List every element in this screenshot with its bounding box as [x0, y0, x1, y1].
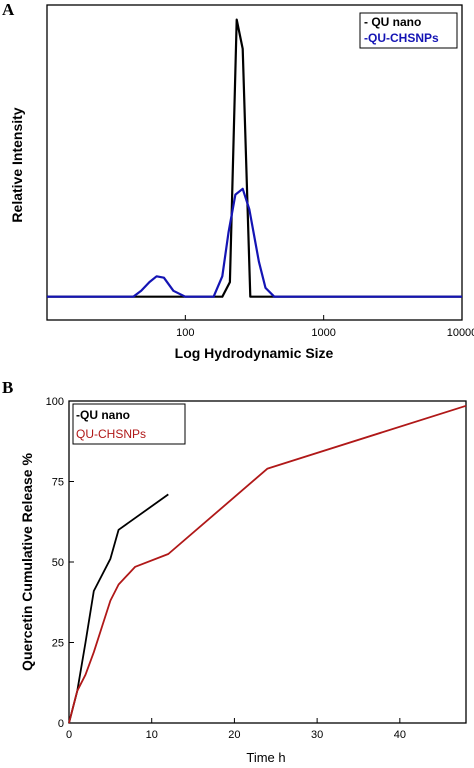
- panel-a-series: [47, 18, 462, 298]
- panel-b-x-tick-label: 40: [394, 729, 406, 741]
- panel-b-letter: B: [2, 378, 13, 397]
- panel-b-legend: -QU nano QU-CHSNPs: [72, 403, 186, 445]
- panel-a: A 100 1000 10000 - QU nano -QU-CHSNPs Rela…: [2, 0, 474, 361]
- panel-a-legend-box: [359, 12, 458, 49]
- panel-a-x-ticks: 100 1000 10000: [176, 315, 474, 339]
- panel-a-x-tick-label: 100: [176, 327, 194, 339]
- panel-b-y-tick-label: 100: [46, 396, 64, 408]
- panel-a-legend: - QU nano -QU-CHSNPs: [359, 12, 458, 49]
- panel-a-legend-qu-chsnps: -QU-CHSNPs: [364, 31, 439, 45]
- panel-b-plot-frame: [68, 400, 467, 724]
- panel-a-series-qu-nano-line: [47, 18, 462, 298]
- panel-b-y-tick-label: 25: [52, 638, 64, 650]
- panel-b-series-qu-chsnps-line: [68, 404, 467, 724]
- panel-b-x-tick-label: 10: [146, 729, 158, 741]
- panel-a-series-qu-chsnps-line: [47, 187, 462, 298]
- panel-b-x-tick-label: 20: [228, 729, 240, 741]
- panel-b-y-axis-label: Quercetin Cumulative Release %: [19, 453, 35, 671]
- panel-a-legend-qu-nano: - QU nano: [364, 15, 421, 29]
- panel-a-plot-frame: [46, 4, 463, 321]
- panel-b-y-tick-label: 75: [52, 477, 64, 489]
- panel-a-x-tick-label: 10000: [447, 327, 474, 339]
- panel-b-legend-box: [72, 403, 186, 445]
- panel-a-y-axis-label: Relative Intensity: [9, 107, 25, 222]
- panel-b-legend-qu-nano: -QU nano: [76, 408, 130, 422]
- panel-b-y-tick-label: 0: [58, 718, 64, 730]
- panel-b-x-tick-label: 30: [311, 729, 323, 741]
- panel-b-legend-qu-chsnps: QU-CHSNPs: [76, 427, 146, 441]
- panel-a-x-axis-label: Log Hydrodynamic Size: [175, 345, 334, 361]
- panel-b-ticks: 0 10 20 30 40 0 25 50 75 100: [46, 396, 406, 741]
- panel-b-series-qu-nano-line: [68, 493, 169, 724]
- panel-b-series: [68, 404, 467, 724]
- panel-a-letter: A: [2, 0, 15, 19]
- panel-b: B 0 10 20 30 40 0 25 50 75 100 -QU nano QU-CHSNPs…: [2, 378, 467, 765]
- panel-b-y-tick-label: 50: [52, 557, 64, 569]
- panel-a-x-tick-label: 1000: [311, 327, 335, 339]
- panel-b-x-tick-label: 0: [66, 729, 72, 741]
- panel-b-x-axis-label: Time h: [246, 750, 285, 765]
